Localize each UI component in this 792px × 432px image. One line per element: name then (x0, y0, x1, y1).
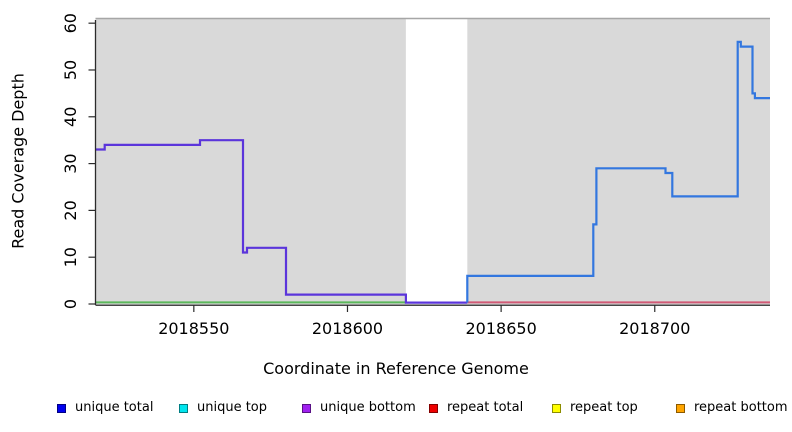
legend-label: repeat total (447, 400, 524, 415)
x-axis-title: Coordinate in Reference Genome (263, 359, 529, 378)
legend-label: repeat top (570, 400, 638, 415)
x-tick-label: 2018550 (158, 319, 229, 338)
legend-item-unique-top: unique top (179, 398, 267, 418)
legend: unique total unique top unique bottom repea… (0, 398, 792, 420)
legend-swatch (676, 403, 685, 413)
legend-label: unique top (197, 400, 268, 415)
y-tick-label: 40 (61, 107, 80, 127)
series-unique-coverage-right (466, 40, 770, 303)
y-axis-title: Read Coverage Depth (8, 73, 28, 249)
x-tick-label: 2018600 (312, 319, 383, 338)
legend-item-repeat-bottom: repeat bottom (676, 398, 788, 418)
legend-label: unique bottom (320, 400, 416, 415)
y-tick-label: 30 (61, 153, 80, 173)
series-unique-coverage-left (95, 139, 468, 304)
y-tick-label: 60 (61, 13, 80, 33)
legend-label: repeat bottom (694, 400, 788, 415)
legend-swatch (552, 403, 561, 413)
y-tick-label: 20 (61, 200, 80, 220)
y-tick-label: 10 (61, 247, 80, 267)
legend-swatch (302, 403, 311, 413)
legend-item-repeat-top: repeat top (552, 398, 638, 418)
axes: 2018550 2018600 2018650 2018700 0 10 20 30 40 50 6… (61, 13, 770, 338)
highlight-band (405, 18, 468, 304)
legend-item-unique-bottom: unique bottom (302, 398, 416, 418)
x-tick-label: 2018650 (465, 319, 536, 338)
y-tick-label: 0 (61, 299, 80, 309)
y-tick-label: 50 (61, 60, 80, 80)
legend-swatch (429, 403, 438, 413)
legend-item-unique-total: unique total (57, 398, 153, 418)
x-tick-label: 2018700 (619, 319, 690, 338)
legend-label: unique total (75, 400, 154, 415)
legend-item-repeat-total: repeat total (429, 398, 523, 418)
legend-swatch (57, 403, 66, 413)
legend-swatch (179, 403, 188, 413)
